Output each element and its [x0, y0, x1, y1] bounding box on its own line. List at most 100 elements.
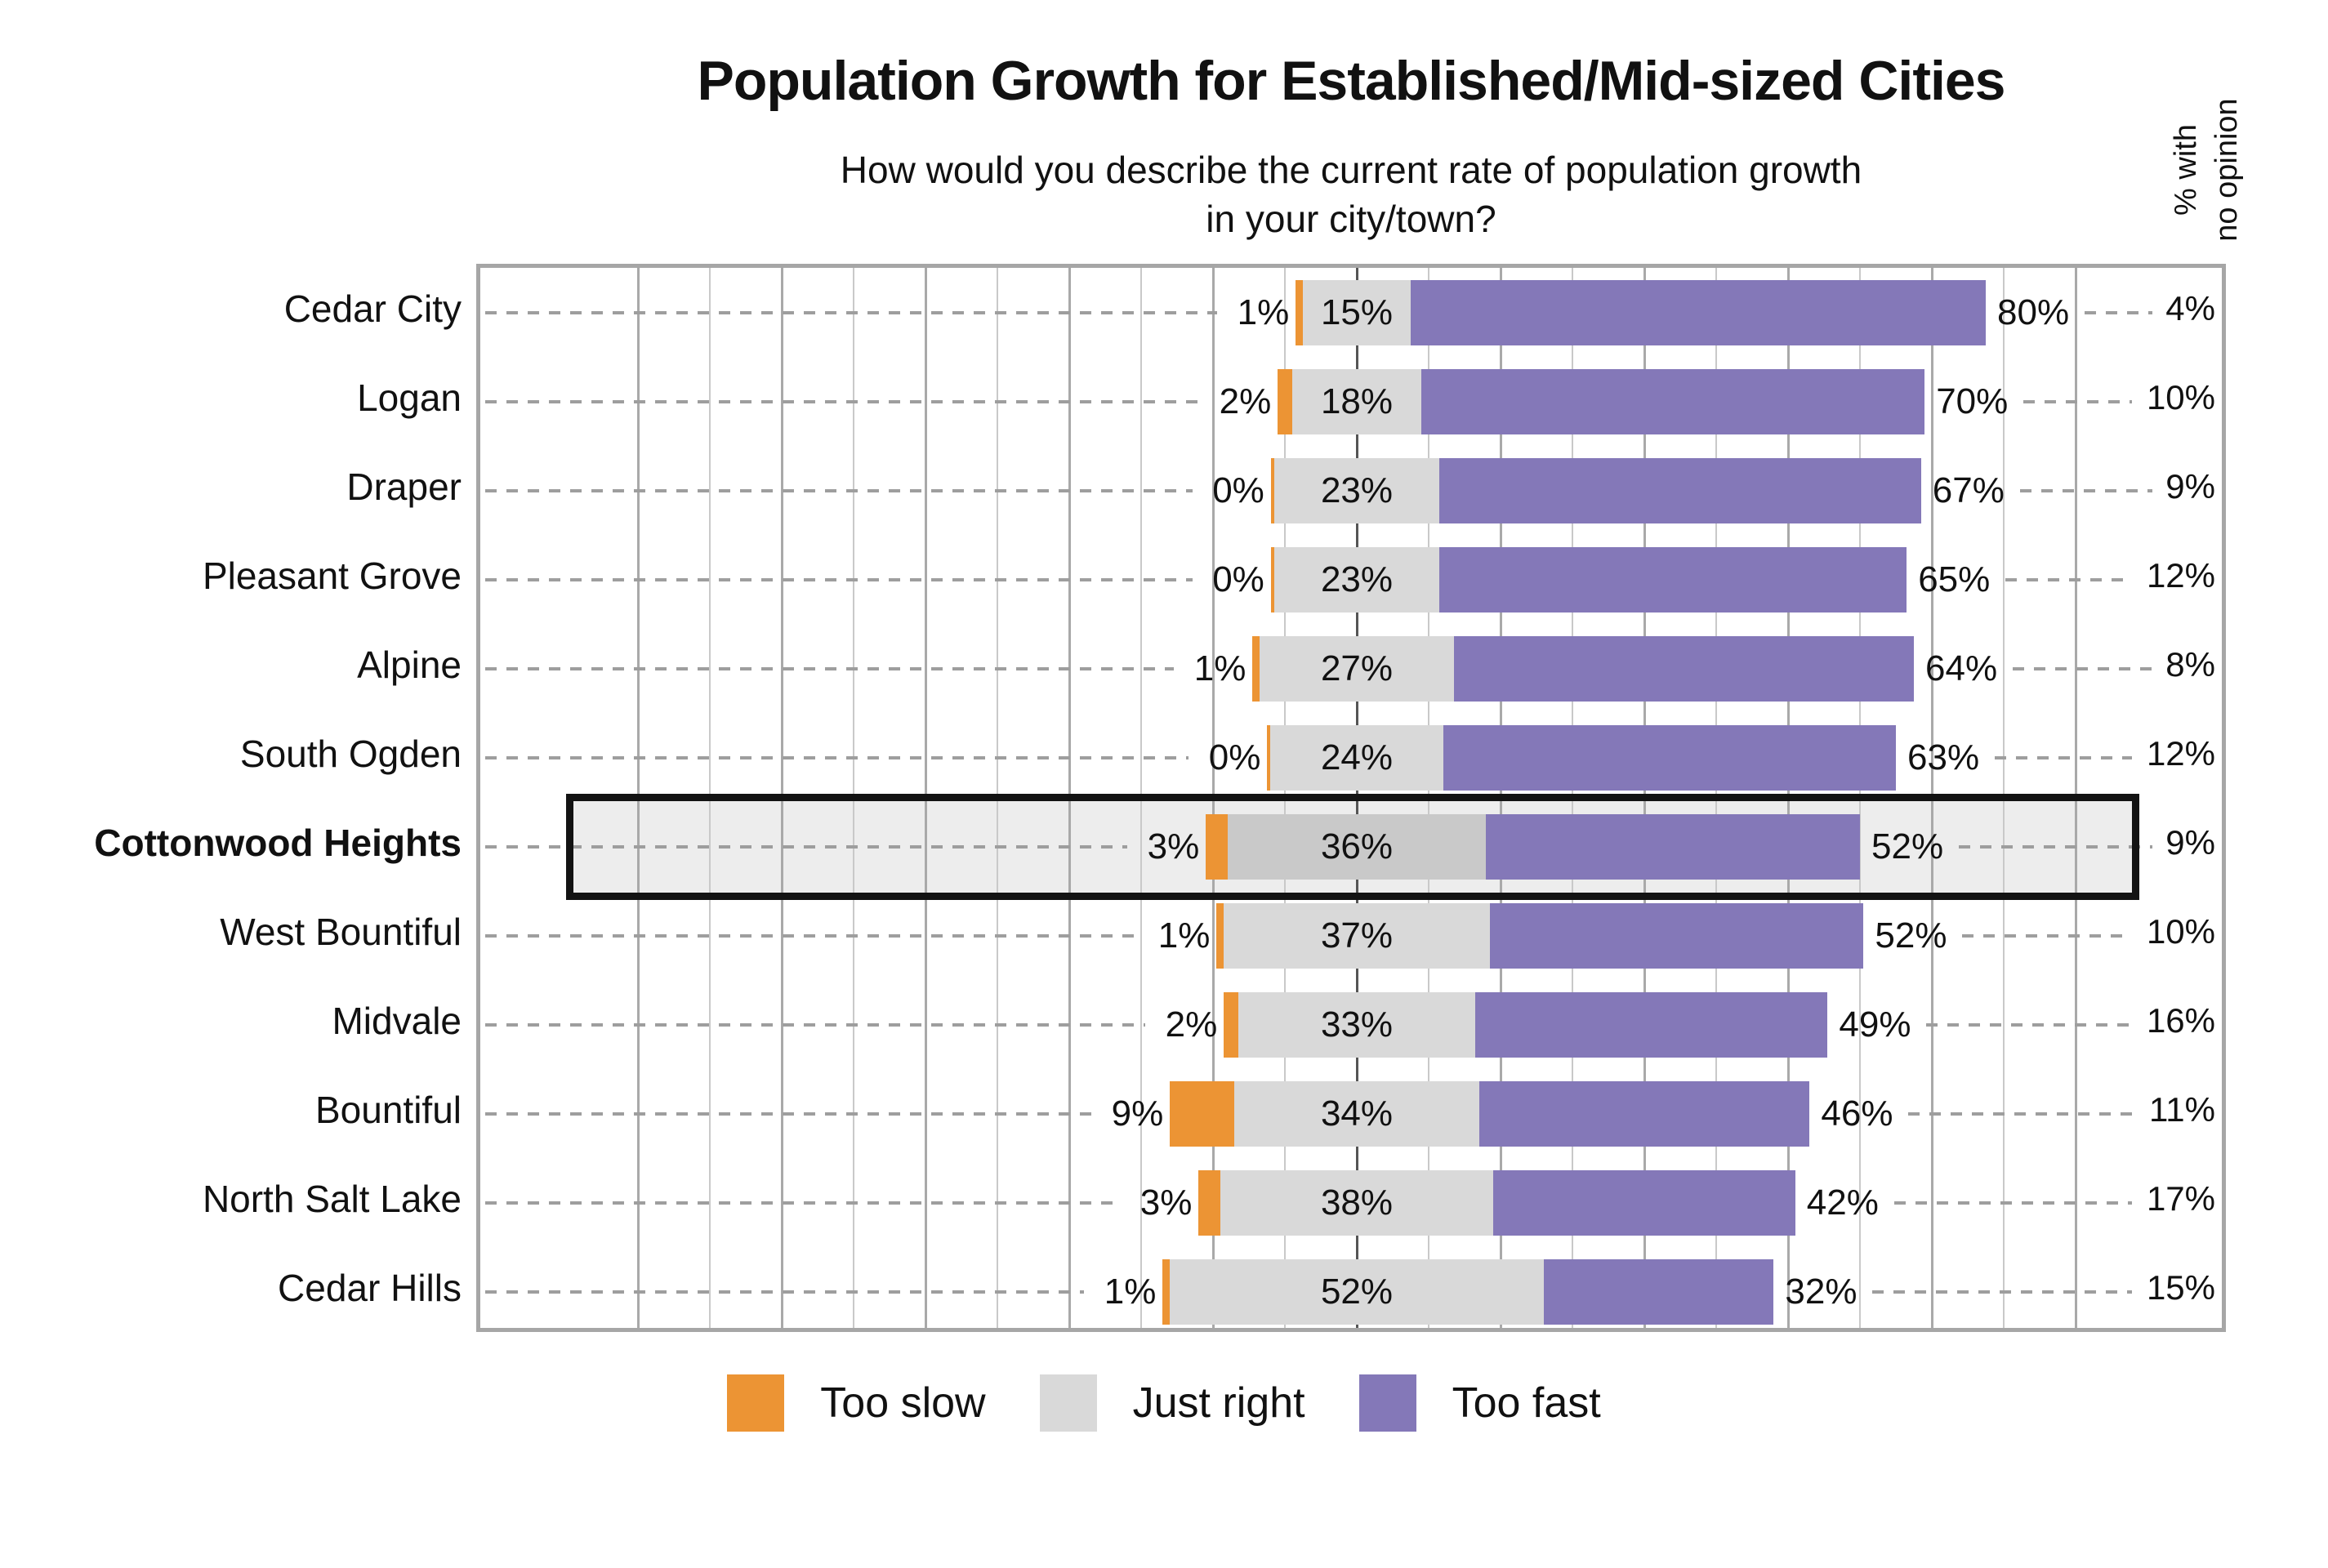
too-slow-value: 1%	[1157, 915, 1211, 956]
legend-label: Just right	[1132, 1379, 1305, 1427]
too-slow-value: 0%	[1212, 559, 1264, 599]
bar-too-slow	[1296, 279, 1303, 345]
no-opinion-value: 17%	[2146, 1178, 2215, 1218]
no-opinion-value: 16%	[2146, 1000, 2215, 1040]
chart-title: Population Growth for Established/Mid-si…	[697, 50, 2006, 112]
bar-too-fast	[1478, 1080, 1810, 1147]
bar-just-right	[1291, 368, 1422, 434]
leader-line-left	[485, 1200, 1121, 1205]
leader-line-right	[1926, 1022, 2132, 1027]
bar-too-slow	[1224, 991, 1238, 1058]
too-slow-value: 3%	[1147, 826, 1200, 866]
no-opinion-value: 15%	[2146, 1267, 2215, 1307]
just-right-value: 36%	[1320, 826, 1394, 866]
bar-too-slow	[1216, 902, 1224, 969]
leader-line-left	[485, 1022, 1146, 1027]
too-slow-value: 9%	[1111, 1093, 1164, 1134]
too-slow-value: 2%	[1165, 1004, 1218, 1045]
bar-too-slow	[1278, 368, 1292, 434]
leader-line-right	[1893, 1200, 2132, 1205]
just-right-value: 34%	[1320, 1093, 1394, 1134]
legend: Too slow Just right Too fast	[0, 1372, 2328, 1434]
category-label: Cedar City	[283, 287, 462, 330]
bar-too-fast	[1453, 635, 1914, 702]
bar-too-fast	[1443, 724, 1896, 791]
just-right-value: 15%	[1320, 292, 1394, 332]
too-slow-value: 0%	[1208, 737, 1261, 777]
leader-line-left	[485, 755, 1189, 760]
category-label: Cottonwood Heights	[94, 821, 462, 864]
leader-line-left	[485, 577, 1193, 581]
no-opinion-value: 9%	[2165, 466, 2215, 506]
just-right-value: 52%	[1320, 1271, 1394, 1312]
too-fast-value: 46%	[1821, 1093, 1893, 1134]
leader-line-right	[1908, 1111, 2132, 1116]
leader-line-left	[485, 310, 1218, 314]
bar-too-slow	[1270, 457, 1274, 523]
bar-too-fast	[1493, 1169, 1795, 1236]
too-fast-value: 42%	[1806, 1182, 1879, 1223]
bar-just-right	[1260, 635, 1454, 702]
no-opinion-value: 4%	[2165, 288, 2215, 327]
no-opinion-value: 9%	[2165, 822, 2215, 862]
legend-label: Too fast	[1452, 1379, 1601, 1427]
too-fast-value: 70%	[1936, 381, 2009, 421]
bar-too-slow	[1206, 813, 1228, 880]
bar-too-fast	[1411, 279, 1986, 345]
bar-just-right	[1303, 279, 1411, 345]
no-opinion-value: 11%	[2149, 1089, 2215, 1129]
leader-line-left	[485, 399, 1200, 403]
too-fast-value: 63%	[1907, 737, 1980, 777]
category-label: South Ogden	[239, 732, 462, 775]
just-right-value: 23%	[1320, 470, 1394, 510]
legend-swatch-just-right	[1039, 1374, 1097, 1432]
legend-item: Too slow	[727, 1374, 986, 1432]
leader-line-left	[485, 844, 1128, 849]
category-label: Draper	[346, 465, 462, 508]
bar-too-fast	[1439, 546, 1907, 612]
leader-line-right	[1995, 755, 2132, 760]
bar-just-right	[1170, 1258, 1544, 1325]
too-slow-value: 3%	[1139, 1182, 1193, 1223]
too-fast-value: 65%	[1918, 559, 1991, 599]
leader-line-right	[2085, 310, 2152, 314]
bar-too-slow	[1198, 1169, 1220, 1236]
bar-too-slow	[1162, 1258, 1171, 1325]
too-slow-value: 0%	[1212, 470, 1264, 510]
category-label: Bountiful	[314, 1088, 462, 1131]
leader-line-left	[485, 1290, 1085, 1294]
category-label: Logan	[357, 376, 462, 419]
just-right-value: 38%	[1320, 1182, 1394, 1223]
leader-line-right	[2005, 577, 2132, 581]
leader-line-right	[2013, 666, 2152, 670]
bar-too-fast	[1475, 991, 1828, 1058]
leader-line-left	[485, 933, 1139, 938]
leader-line-right	[1962, 933, 2132, 938]
bar-too-slow	[1252, 635, 1260, 702]
legend-label: Too slow	[820, 1379, 986, 1427]
bar-just-right	[1270, 724, 1443, 791]
too-fast-value: 64%	[1925, 648, 1998, 688]
legend-item: Just right	[1039, 1374, 1305, 1432]
too-slow-value: 1%	[1104, 1271, 1157, 1312]
too-slow-value: 1%	[1237, 292, 1290, 332]
too-fast-value: 32%	[1785, 1271, 1857, 1312]
bar-just-right	[1220, 1169, 1494, 1236]
bar-too-fast	[1439, 457, 1921, 523]
legend-swatch-too-fast	[1358, 1374, 1416, 1432]
chart-subtitle: How would you describe the current rate …	[840, 149, 1862, 240]
too-fast-value: 80%	[1997, 292, 2070, 332]
bar-just-right	[1224, 902, 1490, 969]
bar-just-right	[1238, 991, 1476, 1058]
category-label: Cedar Hills	[278, 1266, 462, 1309]
category-label: Alpine	[357, 643, 462, 686]
legend-swatch-too-slow	[727, 1374, 785, 1432]
leader-line-right	[1872, 1290, 2132, 1294]
bar-too-fast	[1421, 368, 1925, 434]
category-label: Pleasant Grove	[202, 554, 462, 597]
bar-just-right	[1273, 457, 1440, 523]
bar-just-right	[1227, 813, 1487, 880]
category-label: West Bountiful	[220, 910, 462, 953]
too-fast-value: 67%	[1932, 470, 2005, 510]
